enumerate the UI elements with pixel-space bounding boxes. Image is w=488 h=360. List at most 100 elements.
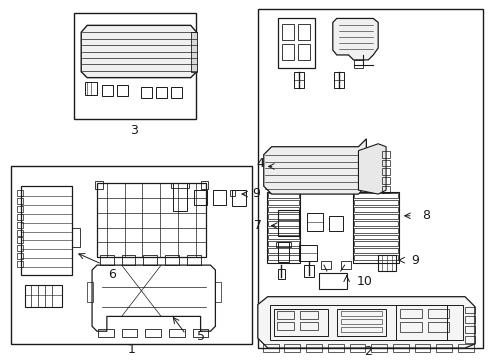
Bar	[320, 261, 330, 269]
Bar	[304, 265, 313, 277]
Bar	[193, 190, 206, 205]
Text: 3: 3	[130, 125, 138, 138]
Text: 2: 2	[364, 346, 371, 359]
Bar	[173, 183, 186, 211]
Bar	[17, 253, 23, 259]
Bar	[340, 311, 381, 316]
Bar	[215, 282, 221, 302]
Bar	[305, 344, 321, 352]
Bar	[100, 255, 114, 265]
Text: 6: 6	[108, 269, 116, 282]
Bar	[213, 190, 226, 205]
Bar	[298, 44, 309, 60]
Bar	[230, 190, 235, 196]
Bar	[399, 309, 421, 318]
Bar	[381, 186, 389, 193]
Bar	[257, 9, 482, 348]
Bar	[353, 234, 397, 239]
Bar	[300, 322, 317, 330]
Bar	[353, 60, 363, 68]
Bar	[333, 72, 343, 87]
Bar	[399, 322, 421, 332]
Bar	[275, 242, 291, 247]
Bar	[171, 86, 182, 98]
Bar	[17, 261, 23, 267]
Bar	[277, 210, 299, 235]
Bar	[276, 322, 294, 330]
Bar	[381, 159, 389, 166]
Bar	[200, 181, 208, 189]
Bar	[267, 234, 299, 239]
Bar	[17, 246, 23, 251]
Bar	[353, 214, 397, 219]
Bar	[340, 327, 381, 332]
Bar	[414, 344, 429, 352]
Bar	[427, 309, 448, 318]
Bar	[192, 329, 208, 337]
Text: 5: 5	[196, 330, 204, 343]
Bar	[457, 344, 473, 352]
Bar	[327, 344, 343, 352]
Bar	[87, 282, 93, 302]
Bar	[266, 192, 300, 263]
Bar	[97, 183, 205, 257]
Bar	[232, 190, 245, 206]
Bar	[17, 206, 23, 212]
Bar	[277, 242, 289, 262]
Bar	[349, 344, 365, 352]
Text: 7: 7	[253, 219, 261, 232]
Text: 1: 1	[127, 343, 135, 356]
Polygon shape	[332, 18, 377, 60]
Bar	[370, 344, 386, 352]
Bar	[353, 193, 397, 198]
Bar	[306, 213, 322, 231]
Bar	[117, 85, 127, 96]
Bar	[269, 305, 447, 340]
Bar	[282, 44, 294, 60]
Bar	[17, 190, 23, 196]
Bar	[143, 255, 157, 265]
Bar	[85, 82, 97, 95]
Bar	[328, 216, 342, 231]
Bar	[294, 72, 304, 87]
Bar	[17, 198, 23, 204]
Bar	[395, 305, 462, 340]
Bar	[340, 261, 350, 269]
Bar	[17, 214, 23, 220]
Bar	[267, 200, 299, 205]
Bar	[352, 192, 398, 263]
Bar	[284, 344, 300, 352]
Bar	[340, 319, 381, 324]
Bar	[381, 177, 389, 184]
Bar	[122, 329, 137, 337]
Bar	[435, 344, 451, 352]
Text: 8: 8	[422, 209, 430, 222]
Polygon shape	[263, 139, 366, 194]
Polygon shape	[81, 25, 196, 78]
Bar	[273, 309, 327, 336]
Bar	[336, 309, 386, 336]
Bar	[381, 151, 389, 158]
Bar	[353, 221, 397, 226]
Polygon shape	[190, 32, 196, 72]
Bar	[186, 255, 200, 265]
Bar	[353, 228, 397, 233]
Bar	[300, 311, 317, 319]
Bar	[464, 307, 474, 314]
Bar	[282, 24, 294, 40]
Bar	[298, 24, 309, 40]
Bar	[122, 255, 135, 265]
Bar	[267, 242, 299, 246]
Bar	[277, 18, 314, 68]
Bar	[353, 207, 397, 212]
Bar	[377, 255, 395, 271]
Bar	[392, 344, 408, 352]
Bar	[353, 255, 397, 260]
Bar	[171, 183, 188, 188]
Bar	[276, 311, 294, 319]
Bar	[318, 273, 346, 289]
Bar	[277, 269, 285, 279]
Bar	[353, 242, 397, 246]
Bar	[25, 285, 62, 307]
Text: 9: 9	[411, 254, 419, 267]
